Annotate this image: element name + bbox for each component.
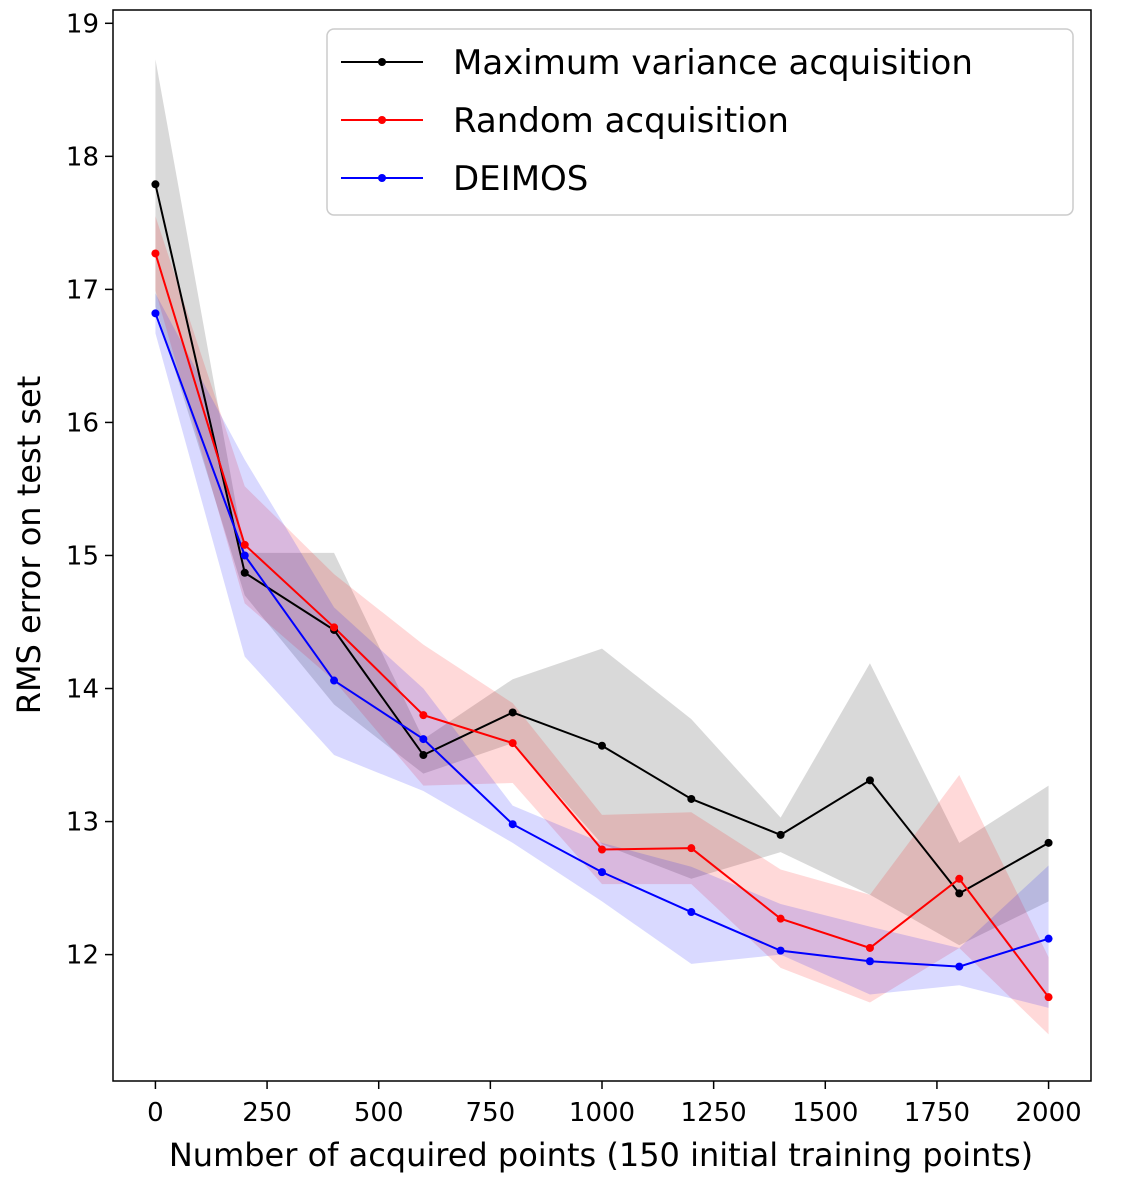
random-acquisition-point xyxy=(508,739,517,748)
deimos-point xyxy=(330,676,339,685)
y-tick-label: 19 xyxy=(66,9,99,39)
random-acquisition-point xyxy=(151,249,160,258)
x-tick-label: 1000 xyxy=(569,1098,635,1128)
legend-box xyxy=(326,28,1074,216)
random-acquisition-point xyxy=(955,874,964,883)
y-axis-label: RMS error on test set xyxy=(10,376,48,715)
random-acquisition-legend-label: Random acquisition xyxy=(453,101,789,141)
random-acquisition-point xyxy=(330,623,339,632)
y-tick-label: 15 xyxy=(66,541,99,571)
deimos-point xyxy=(865,957,874,966)
maximum-variance-acquisition-legend-label: Maximum variance acquisition xyxy=(453,43,973,83)
deimos-point xyxy=(240,551,249,560)
random-acquisition-point xyxy=(865,943,874,952)
legend: Maximum variance acquisition Random acqui… xyxy=(326,28,1074,216)
maximum-variance-acquisition-point xyxy=(955,889,964,898)
maximum-variance-acquisition-point xyxy=(687,794,696,803)
deimos-point xyxy=(776,946,785,955)
y-axis-ticks: 12 13 14 15 16 17 18 19 xyxy=(66,9,113,971)
maximum-variance-acquisition-point xyxy=(865,776,874,785)
x-tick-label: 1250 xyxy=(681,1098,747,1128)
maximum-variance-acquisition-point xyxy=(776,830,785,839)
random-acquisition-point xyxy=(598,845,606,854)
x-axis-label: Number of acquired points (150 initial t… xyxy=(169,1136,1033,1174)
maximum-variance-acquisition-band xyxy=(155,59,1049,946)
y-tick-label: 17 xyxy=(66,275,99,305)
y-tick-label: 18 xyxy=(66,142,99,172)
maximum-variance-acquisition-point xyxy=(240,568,249,577)
x-tick-label: 0 xyxy=(147,1098,164,1128)
x-tick-label: 750 xyxy=(466,1098,516,1128)
y-tick-label: 13 xyxy=(66,808,99,838)
deimos-band xyxy=(155,293,1049,1008)
x-tick-label: 500 xyxy=(354,1098,404,1128)
deimos-point xyxy=(1044,934,1053,943)
maximum-variance-acquisition-point xyxy=(1044,838,1053,847)
random-acquisition-point xyxy=(687,844,696,853)
maximum-variance-acquisition-point xyxy=(419,751,428,760)
y-tick-label: 14 xyxy=(66,675,99,705)
random-acquisition-point xyxy=(240,540,249,549)
x-tick-label: 2000 xyxy=(1015,1098,1081,1128)
random-acquisition-point xyxy=(1044,993,1053,1002)
deimos-point xyxy=(151,309,160,318)
random-acquisition-legend-marker xyxy=(378,116,386,124)
deimos-point xyxy=(419,735,428,744)
maximum-variance-acquisition-point xyxy=(598,741,606,750)
x-tick-label: 1750 xyxy=(904,1098,970,1128)
deimos-point xyxy=(598,868,606,877)
deimos-legend-label: DEIMOS xyxy=(453,159,588,199)
series-points xyxy=(151,180,1053,1002)
x-tick-label: 1500 xyxy=(792,1098,858,1128)
maximum-variance-acquisition-point xyxy=(151,180,160,189)
deimos-point xyxy=(687,908,696,917)
deimos-point xyxy=(955,962,964,971)
maximum-variance-acquisition-legend-marker xyxy=(378,58,386,66)
deimos-legend-marker xyxy=(378,174,386,182)
y-tick-label: 12 xyxy=(66,941,99,971)
random-acquisition-point xyxy=(776,914,785,923)
x-tick-label: 250 xyxy=(242,1098,292,1128)
y-tick-label: 16 xyxy=(66,408,99,438)
random-acquisition-point xyxy=(419,711,428,720)
deimos-point xyxy=(508,820,517,829)
maximum-variance-acquisition-point xyxy=(508,708,517,717)
x-axis-ticks: 0 250 500 750 1000 1250 1500 1750 2000 xyxy=(147,1081,1082,1128)
